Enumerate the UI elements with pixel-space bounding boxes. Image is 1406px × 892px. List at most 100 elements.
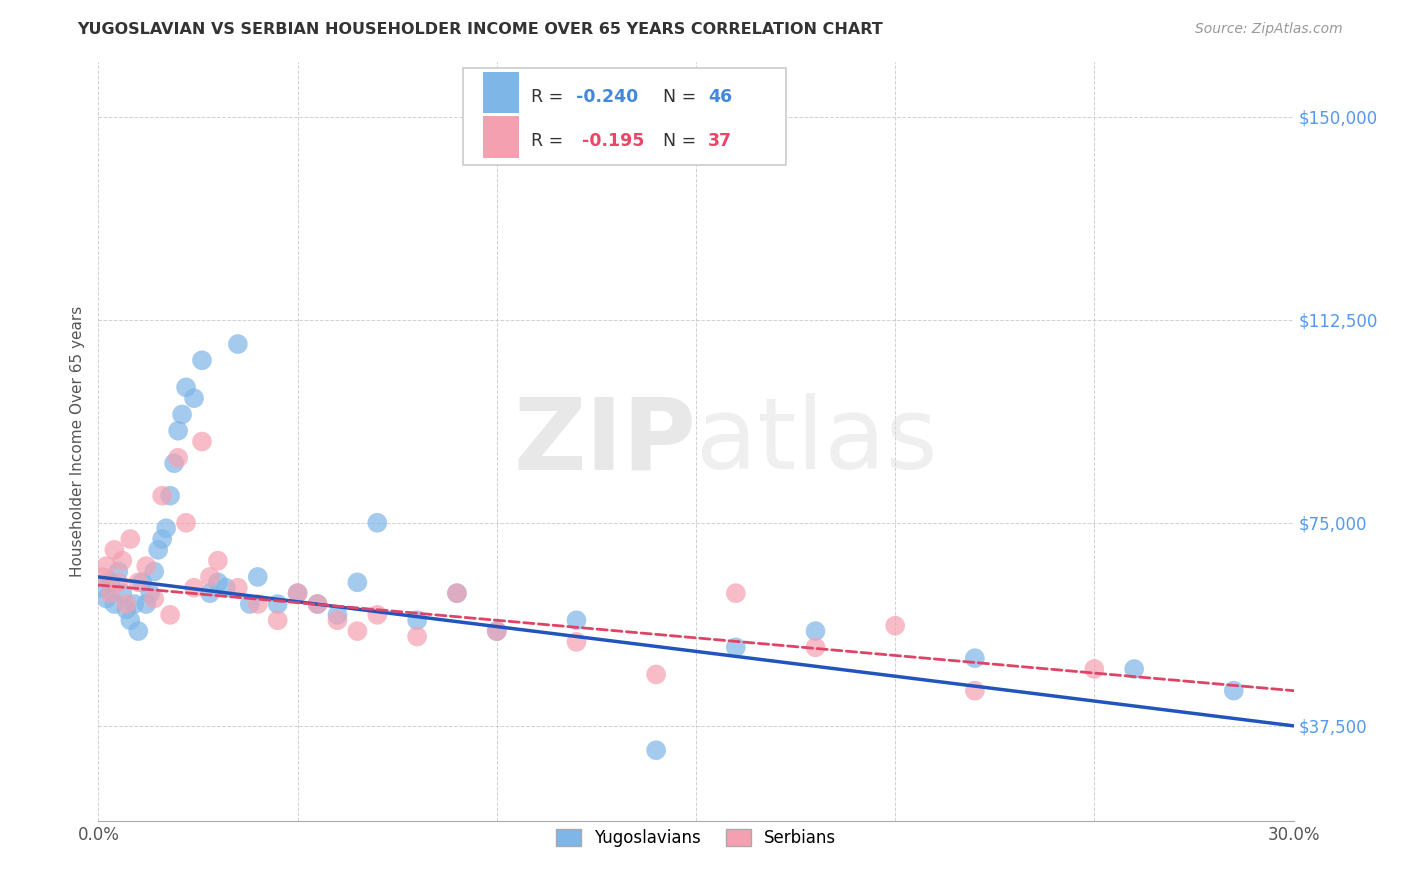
FancyBboxPatch shape <box>484 116 519 158</box>
Point <box>724 586 747 600</box>
Point <box>226 337 249 351</box>
Point <box>96 591 118 606</box>
Point <box>645 667 668 681</box>
Text: R =: R = <box>531 87 569 105</box>
Point <box>307 597 329 611</box>
Point <box>115 602 138 616</box>
Text: 37: 37 <box>709 132 733 151</box>
Point <box>174 516 197 530</box>
Text: YUGOSLAVIAN VS SERBIAN HOUSEHOLDER INCOME OVER 65 YEARS CORRELATION CHART: YUGOSLAVIAN VS SERBIAN HOUSEHOLDER INCOM… <box>77 22 883 37</box>
Point <box>406 613 429 627</box>
Point <box>191 353 214 368</box>
Point <box>163 456 186 470</box>
Point <box>724 640 747 655</box>
Point <box>884 618 907 632</box>
Point <box>111 554 134 568</box>
Point <box>485 624 508 639</box>
Point <box>565 613 588 627</box>
Text: -0.195: -0.195 <box>582 132 645 151</box>
Point <box>215 581 238 595</box>
Point <box>326 613 349 627</box>
Point <box>366 516 388 530</box>
Point <box>103 597 125 611</box>
Point <box>174 380 197 394</box>
Point <box>135 559 157 574</box>
Text: atlas: atlas <box>696 393 938 490</box>
Point <box>645 743 668 757</box>
Point <box>167 424 190 438</box>
Point <box>103 542 125 557</box>
Point <box>159 489 181 503</box>
Point <box>246 570 269 584</box>
Point <box>159 607 181 622</box>
Text: ZIP: ZIP <box>513 393 696 490</box>
Y-axis label: Householder Income Over 65 years: Householder Income Over 65 years <box>69 306 84 577</box>
Point <box>485 624 508 639</box>
FancyBboxPatch shape <box>463 68 786 165</box>
Point <box>207 554 229 568</box>
Point <box>267 613 290 627</box>
Point <box>246 597 269 611</box>
Text: 46: 46 <box>709 87 733 105</box>
Point <box>565 635 588 649</box>
Point <box>150 532 173 546</box>
Point <box>127 624 149 639</box>
Point <box>155 521 177 535</box>
Point <box>143 565 166 579</box>
Point <box>167 450 190 465</box>
Text: R =: R = <box>531 132 574 151</box>
Point <box>120 613 142 627</box>
Point <box>131 575 153 590</box>
Point <box>446 586 468 600</box>
Point <box>804 640 827 655</box>
Point <box>406 630 429 644</box>
Text: N =: N = <box>662 132 702 151</box>
Text: N =: N = <box>662 87 702 105</box>
Point <box>804 624 827 639</box>
Text: Source: ZipAtlas.com: Source: ZipAtlas.com <box>1195 22 1343 37</box>
Point <box>198 570 221 584</box>
Point <box>963 683 986 698</box>
Point <box>207 575 229 590</box>
Point <box>96 559 118 574</box>
Point <box>115 597 138 611</box>
Point <box>148 542 170 557</box>
Point <box>1083 662 1105 676</box>
Point <box>127 575 149 590</box>
Point <box>287 586 309 600</box>
Point <box>1223 683 1246 698</box>
Point <box>287 586 309 600</box>
Point <box>107 575 129 590</box>
Point <box>139 586 162 600</box>
Point <box>446 586 468 600</box>
Point <box>98 586 122 600</box>
Point <box>191 434 214 449</box>
Point <box>91 581 114 595</box>
Point <box>267 597 290 611</box>
Point <box>307 597 329 611</box>
Point <box>183 581 205 595</box>
Point <box>198 586 221 600</box>
Point <box>366 607 388 622</box>
Point <box>963 651 986 665</box>
Point <box>150 489 173 503</box>
Point <box>1123 662 1146 676</box>
Point <box>124 597 146 611</box>
Point <box>91 570 114 584</box>
Point <box>135 597 157 611</box>
Point <box>111 586 134 600</box>
Point <box>98 575 122 590</box>
Point <box>120 532 142 546</box>
Point <box>172 408 194 422</box>
Point <box>143 591 166 606</box>
Point <box>183 391 205 405</box>
Point <box>226 581 249 595</box>
Point <box>326 607 349 622</box>
Point <box>346 624 368 639</box>
Point <box>346 575 368 590</box>
Point <box>107 565 129 579</box>
Text: -0.240: -0.240 <box>576 87 638 105</box>
Legend: Yugoslavians, Serbians: Yugoslavians, Serbians <box>548 822 844 854</box>
Point <box>239 597 262 611</box>
FancyBboxPatch shape <box>484 71 519 113</box>
